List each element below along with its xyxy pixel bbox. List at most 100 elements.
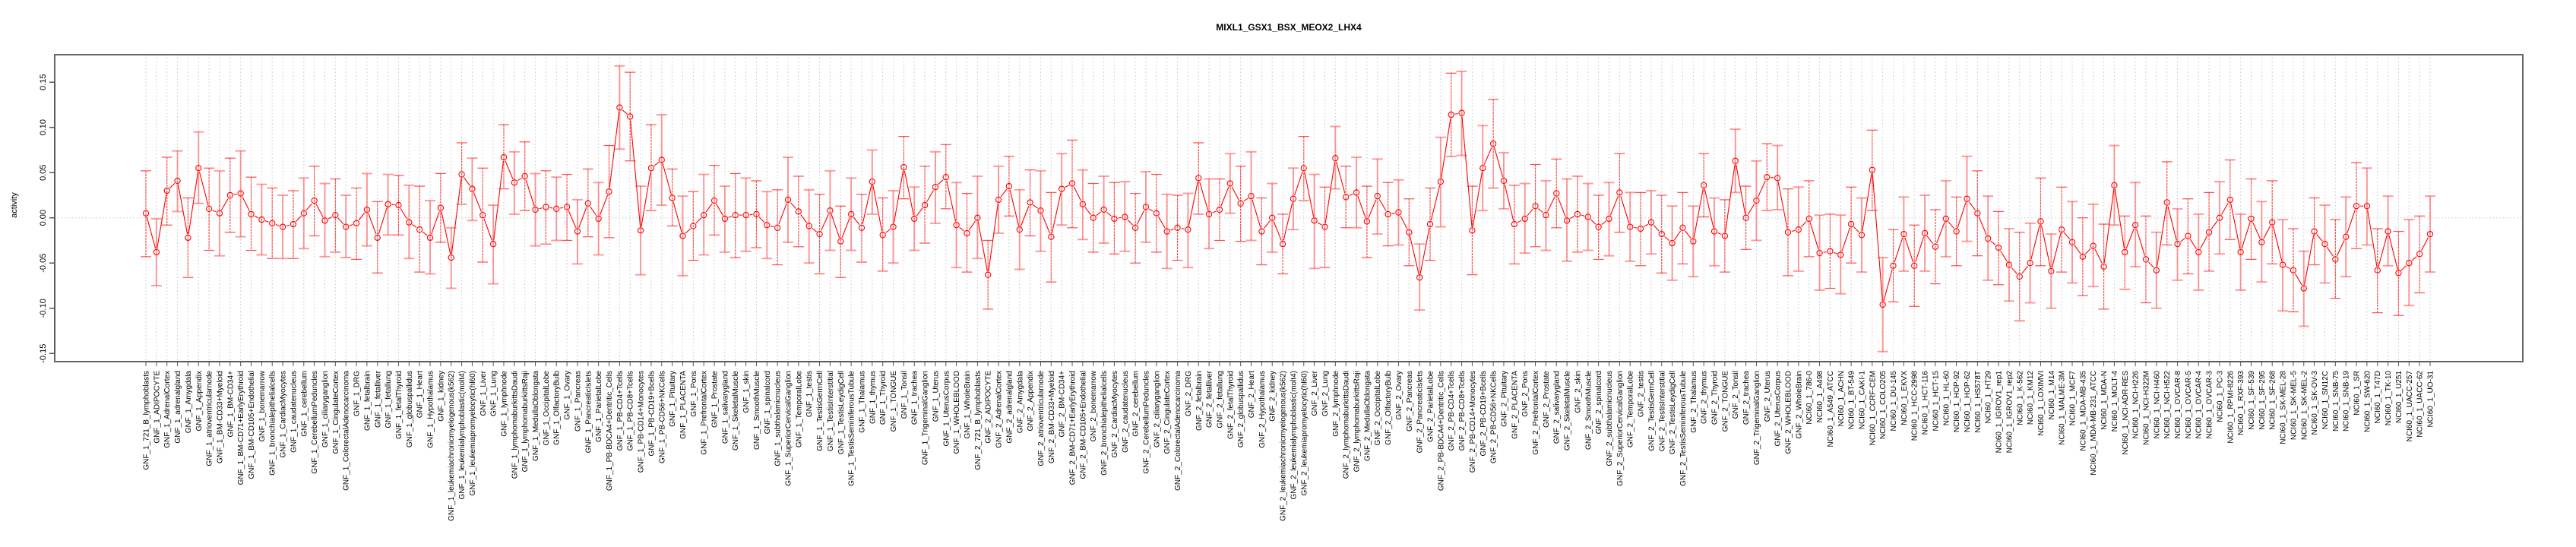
data-point [1805,215,1812,223]
x-tick-label: GNF_1_PB-CD56+NKCells [658,371,666,463]
data-point [1343,194,1350,201]
x-tick-label: GNF_1_bronchialepithelialcells [269,371,277,476]
error-bar [2277,219,2289,312]
x-tick-label: GNF_1_Uterus [932,371,940,422]
series-segment [2272,226,2283,261]
x-tick-label: GNF_2_ParietalLobe [1427,371,1435,442]
x-tick-label: NCI60_1_CCRF-CEM [1869,371,1877,445]
error-bar [2425,195,2435,274]
x-tick-label: GNF_2_leukemialymphoblastic(molt4) [1290,371,1298,500]
x-tick-label: GNF_2_Pons [1521,371,1530,417]
data-point [1595,223,1602,230]
x-tick-label: NCI60_1_K-562 [2016,371,2024,425]
data-point [1647,219,1655,226]
series-segment [315,204,324,218]
error-bar [161,157,172,226]
series-segment [473,192,482,212]
x-tick-label: NCI60_1_MDA-N [2100,371,2109,430]
series-segment [1472,172,1483,227]
data-point [837,238,844,245]
x-tick-label: NCI60_1_786-0 [1805,371,1814,425]
series-segment [872,185,883,232]
data-point [879,232,886,239]
error-bar [319,182,331,258]
series-segment [1454,112,1458,115]
error-bar [2256,201,2267,283]
x-tick-label: GNF_2_SuperiorCervicalGanglion [1616,371,1625,486]
series-segment [1378,199,1387,211]
x-tick-label: GNF_2_BM-CD33+Myeloid [1048,371,1056,463]
data-point [1027,199,1033,206]
series-segment [2294,273,2302,286]
data-point [279,223,286,230]
series-segment [2030,225,2040,260]
data-point [248,210,255,218]
x-tick-label: GNF_2_CingulateCortex [1163,371,1172,454]
x-tick-label: GNF_1_Pons [690,371,698,417]
data-point [1985,235,1992,242]
error-bar [1961,155,1973,242]
error-bar [2172,207,2183,281]
x-tick-label: NCI60_1_HS578T [1974,371,1983,433]
error-bar [425,200,436,275]
error-bar [1077,169,1088,241]
error-bar [1582,182,1593,251]
x-tick-label: GNF_1_CingulateCortex [332,371,340,454]
series-segment [1065,185,1069,188]
data-point [2416,251,2423,258]
x-tick-label: GNF_1_TestisSeminiferousTubule [848,371,856,486]
series-segment [157,194,167,249]
y-tick-label: 0.05 [39,164,48,180]
error-bar [1993,210,2005,286]
series-segment [2304,235,2315,285]
x-tick-label: GNF_1_SmoothMuscle [753,371,761,450]
error-bar [772,189,783,266]
y-tick-label: 0.15 [39,74,48,90]
series-segment [368,213,377,235]
x-tick-label: GNF_1_salivarygland [721,371,729,444]
error-bar [1193,142,1204,215]
series-segment [2094,248,2103,264]
data-point [764,222,771,229]
data-point [847,210,855,218]
error-bar [1656,194,1667,274]
y-axis: -0.15 -0.10 -0.05 0.00 0.05 0.10 0.15 [39,74,55,363]
error-bar [951,182,962,269]
series-segment [2114,188,2125,249]
series-segment [505,160,514,179]
error-bar [1277,213,1289,275]
series-segment [728,216,733,218]
x-tick-label: NCI60_1_COLO205 [1879,371,1888,439]
series-segment [2400,265,2407,271]
error-bar [2340,196,2352,278]
x-tick-label: GNF_1_TestisGermCell [816,371,824,451]
data-point [406,219,413,226]
error-bar [256,183,267,256]
error-bar [508,150,520,215]
series-segment [2189,239,2197,250]
series-segment [1717,232,1722,236]
error-bar [245,176,257,251]
x-tick-label: GNF_2_Thalamus [1690,371,1698,433]
x-tick-label: NCI60_1_OVCAR-3 [2206,371,2214,439]
x-tick-label: GNF_2_Pituitary [1500,371,1508,427]
series-segment [1294,171,1303,196]
error-bar [2287,228,2299,313]
error-bar [625,71,636,162]
error-bar [993,165,1005,234]
series-segment [1106,211,1112,217]
x-tick-label: GNF_1_MedullaOblongata [532,371,540,461]
series-segment [2326,247,2334,257]
data-point [627,113,634,120]
x-tick-label: GNF_2_leukemiapromyelocytic(hl60) [1300,371,1309,496]
series-segment [1791,229,1796,232]
x-tick-label: GNF_1_UterusCorpus [942,371,951,446]
data-point [574,228,581,235]
series-segment [853,217,860,226]
error-bar [1067,139,1078,229]
series-segment [1570,216,1574,220]
data-point [1742,214,1749,221]
x-tick-label: GNF_1_SkeletalMuscle [732,371,740,451]
data-point [2300,285,2307,292]
x-tick-label: GNF_2_PB-CD56+NKCells [1490,371,1498,463]
